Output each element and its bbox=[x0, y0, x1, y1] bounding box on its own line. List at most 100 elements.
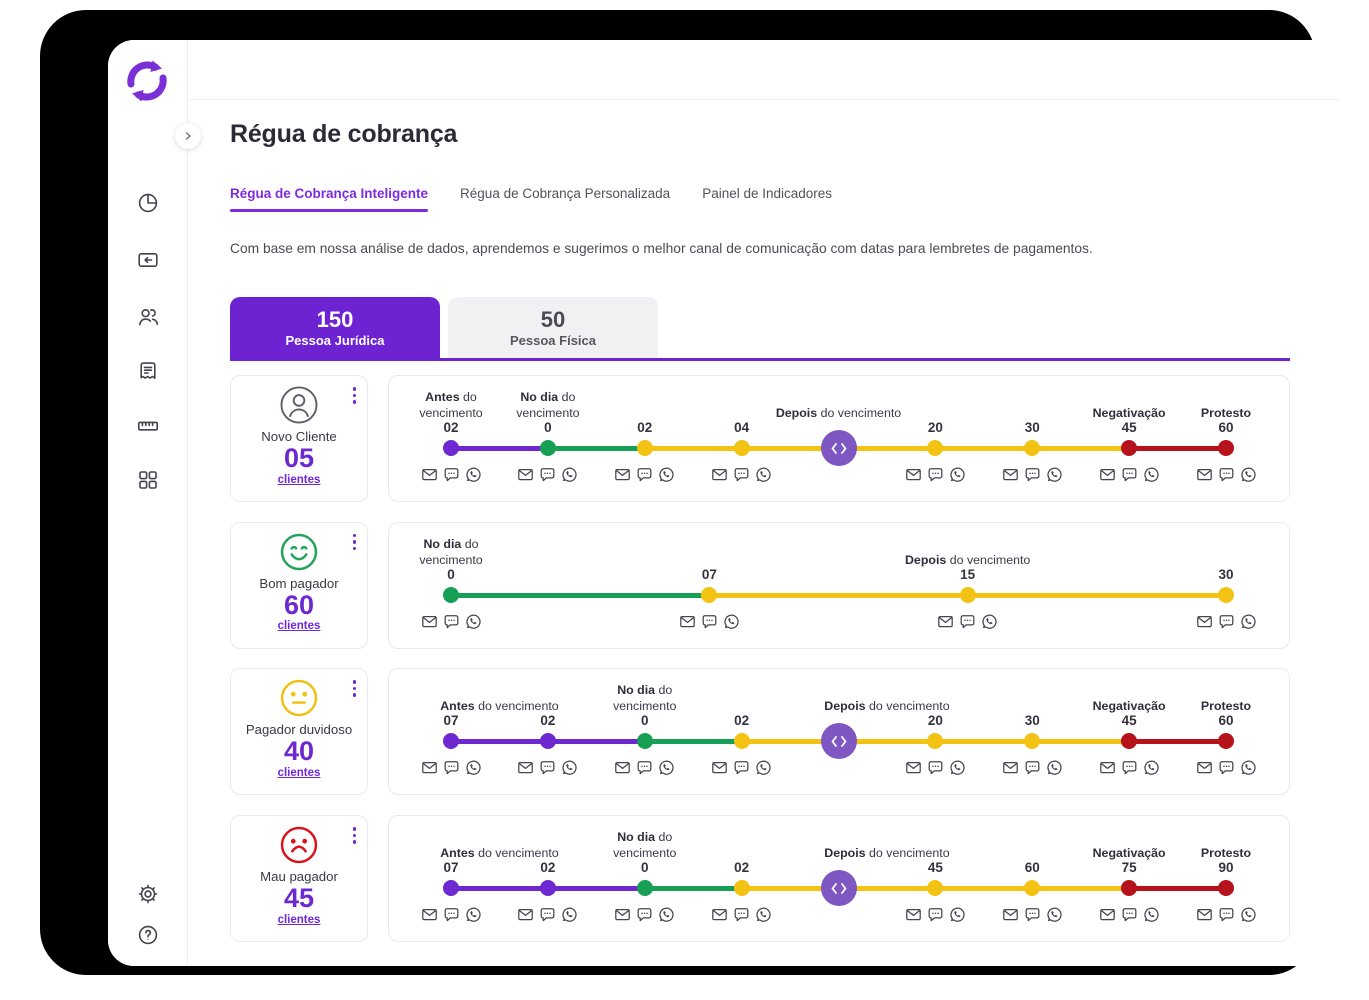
email-icon[interactable] bbox=[614, 466, 631, 483]
whatsapp-icon[interactable] bbox=[1143, 466, 1160, 483]
sms-icon[interactable] bbox=[539, 466, 556, 483]
email-icon[interactable] bbox=[1196, 759, 1213, 776]
sms-icon[interactable] bbox=[1218, 466, 1235, 483]
email-icon[interactable] bbox=[1002, 759, 1019, 776]
sms-icon[interactable] bbox=[1024, 759, 1041, 776]
timeline-point[interactable] bbox=[1218, 440, 1234, 456]
timeline-point[interactable] bbox=[701, 586, 718, 603]
whatsapp-icon[interactable] bbox=[949, 906, 966, 923]
sidebar-collapse-button[interactable] bbox=[175, 123, 201, 149]
whatsapp-icon[interactable] bbox=[1240, 759, 1257, 776]
whatsapp-icon[interactable] bbox=[1143, 906, 1160, 923]
email-icon[interactable] bbox=[517, 466, 534, 483]
whatsapp-icon[interactable] bbox=[1143, 759, 1160, 776]
sms-icon[interactable] bbox=[539, 759, 556, 776]
sms-icon[interactable] bbox=[443, 466, 460, 483]
email-icon[interactable] bbox=[421, 759, 438, 776]
sms-icon[interactable] bbox=[1024, 466, 1041, 483]
email-icon[interactable] bbox=[1099, 906, 1116, 923]
timeline-point[interactable] bbox=[927, 733, 944, 750]
timeline-point[interactable] bbox=[1121, 880, 1138, 897]
timeline-point[interactable] bbox=[443, 880, 459, 897]
sms-icon[interactable] bbox=[636, 759, 653, 776]
sms-icon[interactable] bbox=[1024, 906, 1041, 923]
whatsapp-icon[interactable] bbox=[561, 906, 578, 923]
whatsapp-icon[interactable] bbox=[465, 613, 482, 630]
whatsapp-icon[interactable] bbox=[465, 906, 482, 923]
sms-icon[interactable] bbox=[701, 613, 718, 630]
whatsapp-icon[interactable] bbox=[1240, 906, 1257, 923]
timeline-expander-button[interactable] bbox=[820, 870, 857, 907]
sms-icon[interactable] bbox=[927, 759, 944, 776]
whatsapp-icon[interactable] bbox=[561, 466, 578, 483]
whatsapp-icon[interactable] bbox=[465, 759, 482, 776]
whatsapp-icon[interactable] bbox=[658, 906, 675, 923]
timeline-point[interactable] bbox=[539, 733, 556, 750]
timeline-point[interactable] bbox=[1218, 586, 1234, 603]
whatsapp-icon[interactable] bbox=[755, 466, 772, 483]
email-icon[interactable] bbox=[1099, 466, 1116, 483]
sms-icon[interactable] bbox=[733, 759, 750, 776]
timeline-point[interactable] bbox=[1024, 880, 1041, 897]
sms-icon[interactable] bbox=[1121, 759, 1138, 776]
timeline-point[interactable] bbox=[539, 440, 556, 456]
sidebar-item-wallet-receive[interactable] bbox=[136, 248, 160, 272]
email-icon[interactable] bbox=[679, 613, 696, 630]
sms-icon[interactable] bbox=[1218, 906, 1235, 923]
email-icon[interactable] bbox=[905, 759, 922, 776]
whatsapp-icon[interactable] bbox=[723, 613, 740, 630]
sms-icon[interactable] bbox=[733, 906, 750, 923]
sms-icon[interactable] bbox=[1121, 466, 1138, 483]
timeline-point[interactable] bbox=[733, 880, 750, 897]
sms-icon[interactable] bbox=[443, 906, 460, 923]
timeline-point[interactable] bbox=[539, 880, 556, 897]
app-logo[interactable] bbox=[122, 56, 172, 106]
email-icon[interactable] bbox=[711, 466, 728, 483]
tab-painel-indicadores[interactable]: Painel de Indicadores bbox=[702, 186, 832, 212]
timeline-expander-button[interactable] bbox=[820, 430, 857, 466]
kebab-menu-icon[interactable] bbox=[351, 678, 359, 699]
whatsapp-icon[interactable] bbox=[949, 466, 966, 483]
whatsapp-icon[interactable] bbox=[949, 759, 966, 776]
timeline-point[interactable] bbox=[1218, 880, 1234, 897]
email-icon[interactable] bbox=[905, 906, 922, 923]
email-icon[interactable] bbox=[711, 906, 728, 923]
email-icon[interactable] bbox=[1099, 759, 1116, 776]
sms-icon[interactable] bbox=[1218, 759, 1235, 776]
whatsapp-icon[interactable] bbox=[1046, 759, 1063, 776]
sidebar-item-receipt[interactable] bbox=[136, 359, 160, 383]
kebab-menu-icon[interactable] bbox=[351, 532, 359, 553]
email-icon[interactable] bbox=[421, 613, 438, 630]
clientes-link[interactable]: clientes bbox=[277, 473, 321, 486]
timeline-point[interactable] bbox=[927, 880, 944, 897]
segment-tab-pessoa-fisica[interactable]: 50 Pessoa Física bbox=[448, 297, 658, 358]
timeline-point[interactable] bbox=[636, 880, 653, 897]
kebab-menu-icon[interactable] bbox=[351, 385, 359, 406]
email-icon[interactable] bbox=[1002, 906, 1019, 923]
tab-regua-inteligente[interactable]: Régua de Cobrança Inteligente bbox=[230, 186, 429, 212]
clientes-link[interactable]: clientes bbox=[277, 620, 321, 633]
sms-icon[interactable] bbox=[636, 466, 653, 483]
email-icon[interactable] bbox=[421, 466, 438, 483]
sms-icon[interactable] bbox=[636, 906, 653, 923]
whatsapp-icon[interactable] bbox=[658, 759, 675, 776]
sidebar-item-apps-grid[interactable] bbox=[136, 468, 160, 492]
whatsapp-icon[interactable] bbox=[755, 906, 772, 923]
email-icon[interactable] bbox=[614, 759, 631, 776]
tab-regua-personalizada[interactable]: Régua de Cobrança Personalizada bbox=[460, 186, 670, 212]
timeline-point[interactable] bbox=[443, 440, 459, 456]
timeline-point[interactable] bbox=[1024, 440, 1041, 456]
email-icon[interactable] bbox=[1196, 906, 1213, 923]
timeline-point[interactable] bbox=[733, 733, 750, 750]
timeline-point[interactable] bbox=[733, 440, 750, 456]
sidebar-item-settings[interactable] bbox=[136, 882, 160, 906]
timeline-point[interactable] bbox=[1121, 733, 1138, 750]
email-icon[interactable] bbox=[517, 759, 534, 776]
email-icon[interactable] bbox=[711, 759, 728, 776]
timeline-point[interactable] bbox=[443, 586, 459, 603]
clientes-link[interactable]: clientes bbox=[277, 767, 321, 780]
timeline-point[interactable] bbox=[636, 733, 653, 750]
timeline-point[interactable] bbox=[1024, 733, 1041, 750]
whatsapp-icon[interactable] bbox=[981, 613, 998, 630]
whatsapp-icon[interactable] bbox=[1240, 466, 1257, 483]
